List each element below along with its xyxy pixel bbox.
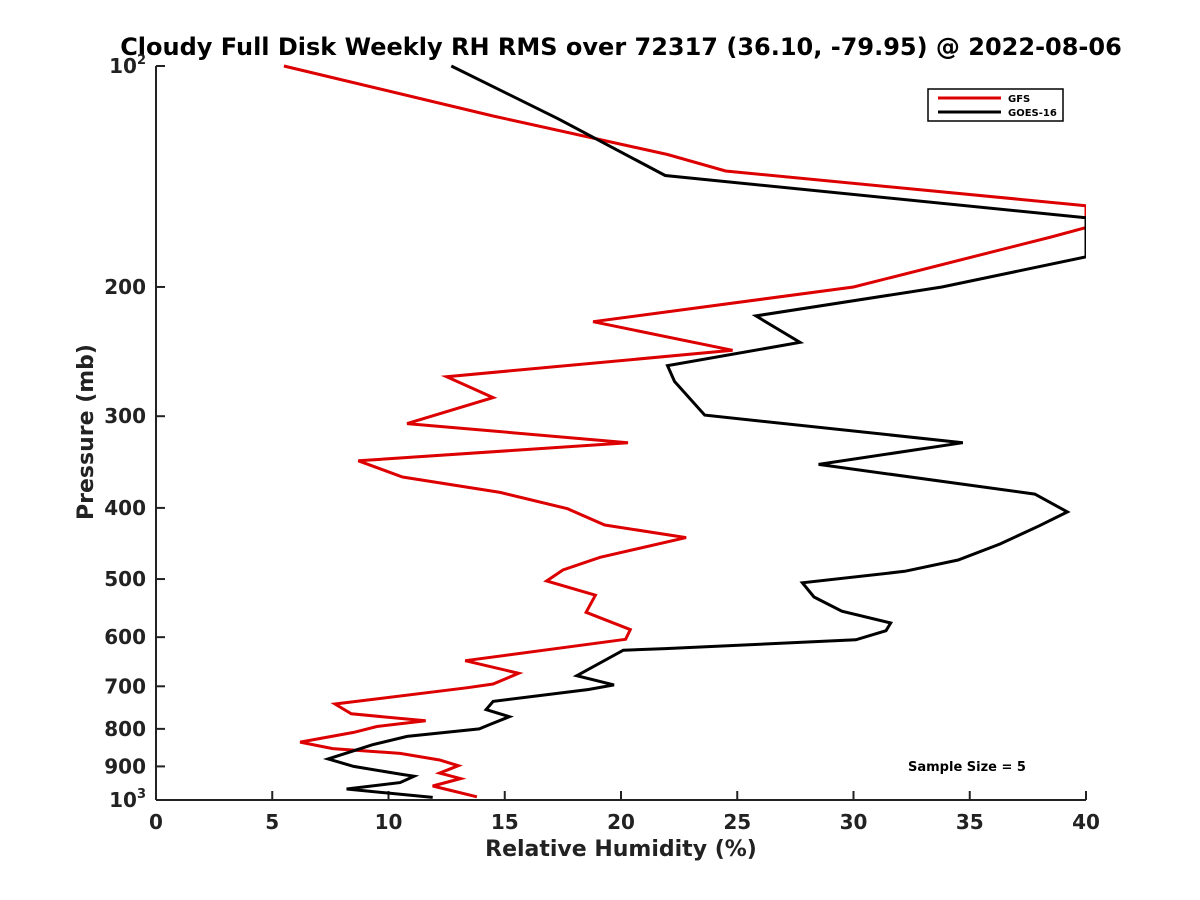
y-axis-label: Pressure (mb): [74, 344, 99, 520]
series-line-goes-16: [322, 64, 1086, 799]
y-tick-label-base: 10: [109, 54, 137, 78]
x-tick-label: 5: [265, 810, 279, 834]
x-axis: 0 5 10 15 20 25 30 35 40: [149, 791, 1100, 834]
x-tick-label: 15: [491, 810, 519, 834]
y-tick-label: 500: [104, 567, 146, 591]
x-tick-label: 40: [1072, 810, 1100, 834]
y-tick-label-exponent: 2: [137, 53, 146, 68]
y-tick-label-exponent: 3: [137, 787, 146, 802]
x-tick-label: 35: [956, 810, 984, 834]
sample-size-annotation: Sample Size = 5: [908, 760, 1026, 775]
y-tick-label: 300: [104, 404, 146, 428]
x-tick-label: 10: [375, 810, 403, 834]
x-tick-label: 25: [723, 810, 751, 834]
plot-area: [155, 66, 1086, 801]
y-tick-label-base: 10: [109, 788, 137, 812]
series-lines: [283, 64, 1086, 799]
legend-label: GOES-16: [1008, 108, 1057, 119]
y-tick-label: 700: [104, 674, 146, 698]
x-tick-label: 0: [149, 810, 163, 834]
y-tick-label: 900: [104, 754, 146, 778]
y-tick-label: 200: [104, 275, 146, 299]
x-axis-label: Relative Humidity (%): [485, 837, 757, 862]
legend: GFS GOES-16: [927, 88, 1064, 122]
x-tick-label: 20: [607, 810, 635, 834]
y-tick-label: 800: [104, 717, 146, 741]
y-tick-label: 400: [104, 496, 146, 520]
x-tick-label: 30: [840, 810, 868, 834]
legend-box: [927, 88, 1064, 122]
chart-title: Cloudy Full Disk Weekly RH RMS over 7231…: [120, 33, 1122, 61]
legend-label: GFS: [1008, 94, 1030, 105]
series-line-gfs: [283, 64, 1086, 799]
y-tick-label: 102: [109, 53, 146, 78]
y-tick-label: 103: [109, 787, 146, 812]
y-tick-label: 600: [104, 625, 146, 649]
